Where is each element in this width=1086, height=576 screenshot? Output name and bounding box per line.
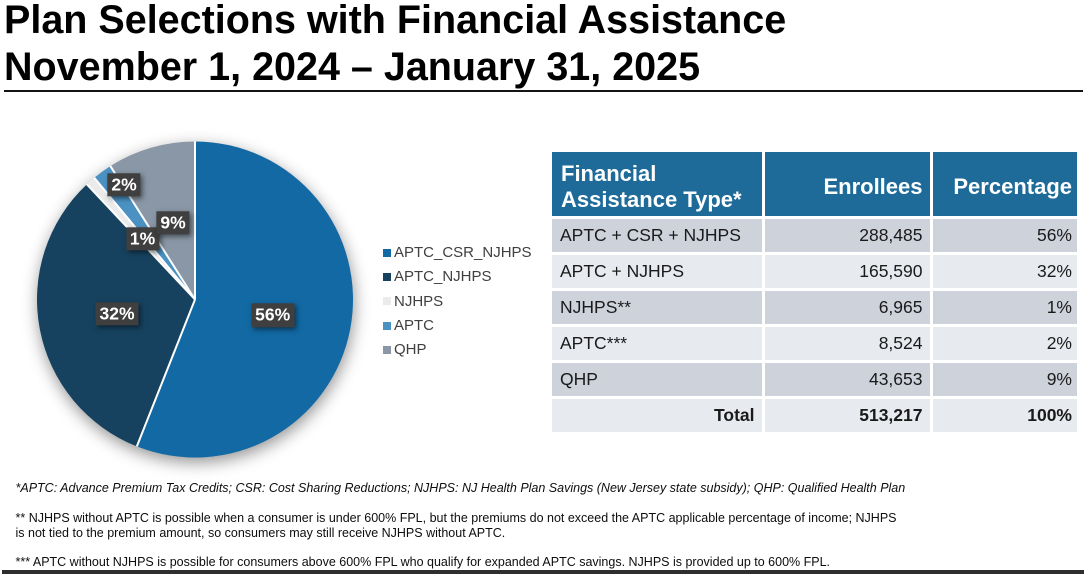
header-percentage: Percentage — [929, 152, 1077, 216]
pie-data-label-32: 32% — [95, 302, 139, 326]
footnote-2-line-1: ** NJHPS without APTC is possible when a… — [15, 510, 897, 525]
footnote-1: *APTC: Advance Premium Tax Credits; CSR:… — [15, 481, 906, 496]
footnote-2-line-2: is not tied to the premium amount, so co… — [15, 526, 506, 541]
legend-item-aptc: APTC — [383, 313, 532, 337]
cell-type: NJHPS** — [552, 287, 762, 324]
table-total-row: Total 513,217 100% — [552, 395, 1077, 433]
pie-data-label-1: 1% — [125, 227, 160, 251]
cell-enrollees: 6,965 — [761, 287, 930, 324]
cell-total-label: Total — [552, 395, 762, 433]
legend-label: APTC_NJHPS — [394, 268, 492, 286]
legend-swatch-icon — [383, 297, 391, 306]
cell-total-enrollees: 513,217 — [761, 395, 930, 433]
cell-enrollees: 8,524 — [761, 323, 930, 360]
cell-type: APTC + CSR + NJHPS — [552, 215, 762, 252]
header-financial-assistance-type: Financial Assistance Type* — [552, 152, 762, 216]
cell-enrollees: 288,485 — [761, 215, 930, 252]
table-header-row: Financial Assistance Type* Enrollees Per… — [552, 152, 1077, 216]
footnote-2: ** NJHPS without APTC is possible when a… — [16, 511, 897, 542]
legend-item-aptc-csr-njhps: APTC_CSR_NJHPS — [383, 241, 532, 265]
pie-slice-aptc_csr_njhps — [136, 141, 353, 458]
cell-percentage: 32% — [929, 251, 1077, 288]
bottom-rule — [2, 570, 1084, 574]
cell-percentage: 9% — [929, 359, 1077, 396]
cell-percentage: 2% — [929, 323, 1077, 360]
table-row: APTC + NJHPS 165,590 32% — [552, 251, 1077, 288]
legend-swatch-icon — [383, 321, 391, 330]
legend-label: QHP — [394, 341, 427, 359]
table-row: QHP 43,653 9% — [552, 359, 1077, 396]
financial-assistance-table: Financial Assistance Type* Enrollees Per… — [552, 152, 1077, 433]
legend-item-aptc-njhps: APTC_NJHPS — [383, 265, 532, 289]
pie-data-label-56: 56% — [251, 303, 295, 327]
pie-data-label-9: 9% — [156, 211, 190, 235]
legend-label: APTC_CSR_NJHPS — [394, 244, 532, 262]
legend-item-qhp: QHP — [383, 338, 532, 362]
legend-item-njhps: NJHPS — [383, 289, 532, 313]
cell-type: APTC + NJHPS — [552, 251, 762, 288]
footnote-3: *** APTC without NJHPS is possible for c… — [15, 554, 831, 569]
pie-chart — [37, 141, 353, 458]
cell-type: QHP — [552, 359, 762, 396]
cell-percentage: 1% — [929, 287, 1077, 324]
legend-swatch-icon — [383, 272, 391, 281]
pie-slice-separator — [135, 299, 196, 447]
cell-total-percentage: 100% — [929, 395, 1077, 433]
page-title: Plan Selections with Financial Assistanc… — [4, 0, 786, 91]
legend-swatch-icon — [383, 248, 391, 257]
pie-data-label-2: 2% — [107, 173, 141, 197]
header-enrollees: Enrollees — [761, 152, 930, 216]
cell-enrollees: 165,590 — [761, 251, 930, 288]
table-row: APTC + CSR + NJHPS 288,485 56% — [552, 215, 1077, 252]
cell-type: APTC*** — [552, 323, 762, 360]
cell-enrollees: 43,653 — [761, 359, 930, 396]
legend-label: APTC — [394, 317, 435, 335]
title-line-1: Plan Selections with Financial Assistanc… — [4, 0, 787, 42]
table-row: APTC*** 8,524 2% — [552, 323, 1077, 360]
cell-percentage: 56% — [929, 215, 1077, 252]
title-line-2: November 1, 2024 – January 31, 2025 — [4, 45, 701, 89]
table-row: NJHPS** 6,965 1% — [552, 287, 1077, 324]
title-underline — [4, 90, 1083, 93]
legend-label: NJHPS — [394, 292, 444, 310]
legend-swatch-icon — [383, 345, 391, 354]
pie-legend: APTC_CSR_NJHPS APTC_NJHPS NJHPS APTC QHP — [383, 241, 532, 362]
